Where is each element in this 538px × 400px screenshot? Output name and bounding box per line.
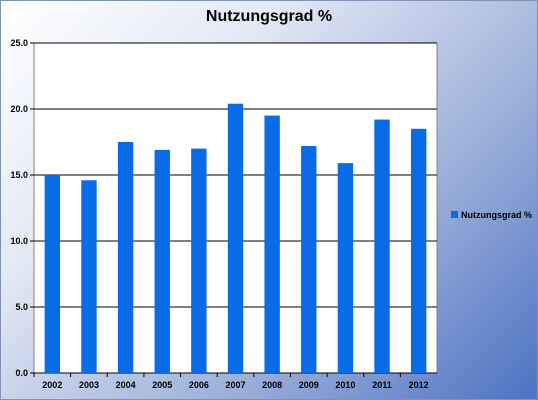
x-tick-label: 2002 (42, 380, 62, 390)
y-tick-label: 20.0 (10, 104, 28, 114)
x-tick-label: 2006 (189, 380, 209, 390)
bar-2003 (81, 180, 97, 373)
legend-label: Nutzungsgrad % (461, 210, 532, 220)
bar-2008 (264, 115, 280, 373)
x-tick-label: 2009 (299, 380, 319, 390)
bar-2011 (374, 119, 390, 373)
y-tick-label: 15.0 (10, 170, 28, 180)
y-tick-label: 0.0 (15, 368, 28, 378)
y-tick-label: 10.0 (10, 236, 28, 246)
x-tick-label: 2007 (225, 380, 245, 390)
y-tick-label: 5.0 (15, 302, 28, 312)
bar-2012 (410, 128, 427, 373)
bar-2009 (301, 145, 317, 373)
bar-2010 (337, 163, 354, 373)
x-tick-label: 2011 (372, 380, 392, 390)
y-tick-label: 25.0 (10, 38, 28, 48)
x-tick-label: 2003 (79, 380, 99, 390)
bar-2006 (191, 148, 207, 373)
bar-2007 (227, 103, 244, 373)
bar-2004 (117, 142, 134, 373)
x-tick-label: 2012 (409, 380, 429, 390)
x-tick-label: 2008 (262, 380, 282, 390)
bar-2002 (44, 175, 61, 373)
x-tick-label: 2004 (116, 380, 136, 390)
legend: Nutzungsgrad % (451, 210, 532, 220)
x-tick-label: 2010 (335, 380, 355, 390)
chart-title: Nutzungsgrad % (205, 8, 333, 25)
x-tick-label: 2005 (152, 380, 172, 390)
bar-2005 (154, 149, 170, 373)
legend-swatch (451, 211, 458, 218)
